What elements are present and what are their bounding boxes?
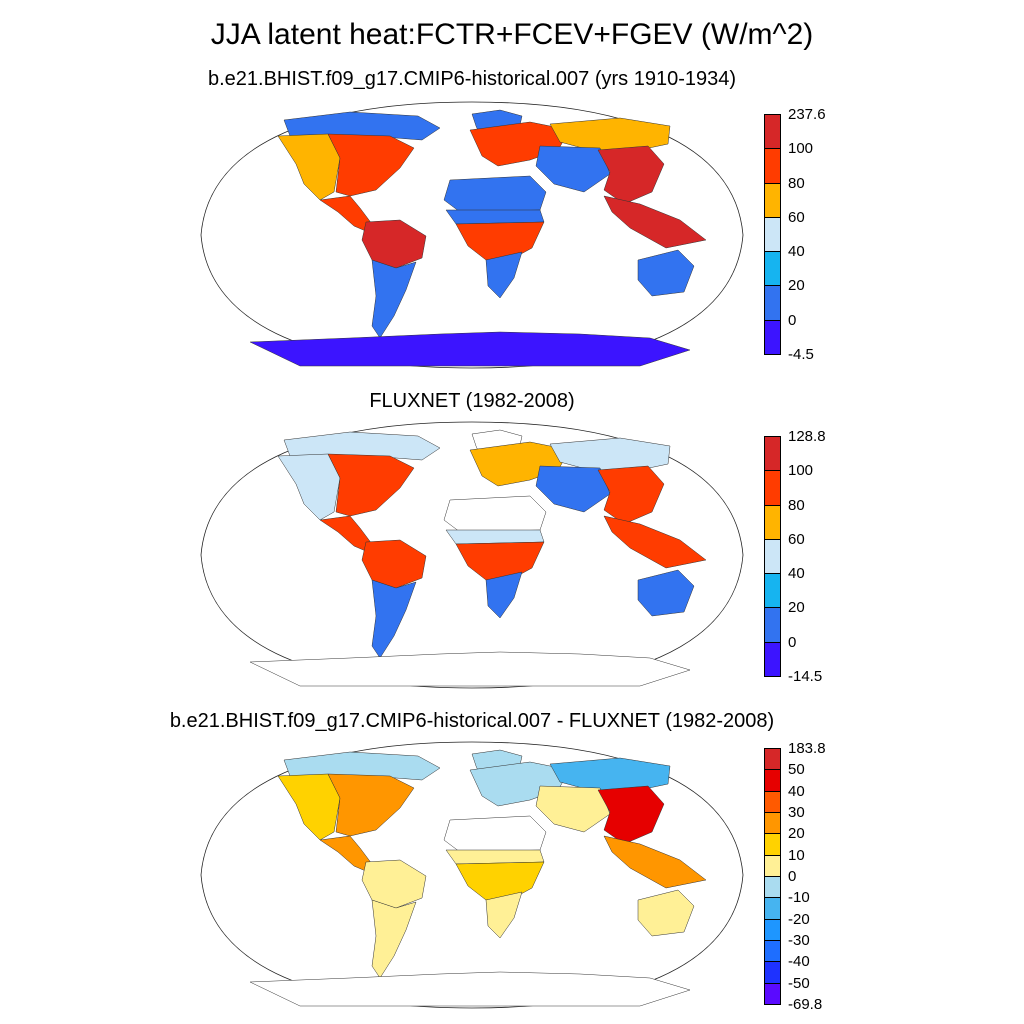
region-sahara [443,815,547,853]
colorbar-label: 40 [788,565,805,583]
region-antarctica [249,331,691,367]
panel-2-map [200,421,744,689]
colorbar-label: 183.8 [788,740,826,757]
colorbar-label: 40 [788,782,805,800]
region-na-east [327,133,415,197]
colorbar-swatch [764,504,781,540]
colorbar-swatch [764,114,781,150]
colorbar-swatch [764,607,781,643]
region-southern-africa [485,571,523,619]
colorbar-label: -50 [788,974,810,992]
colorbar-label: 20 [788,599,805,617]
colorbar-swatch [764,148,781,184]
panel-2-title: FLUXNET (1982-2008) [369,390,575,412]
colorbar-label: 10 [788,846,805,864]
panel-1-map [200,101,744,369]
colorbar-label: 30 [788,804,805,821]
colorbar-label: 20 [788,825,805,843]
region-antarctica [249,651,691,687]
region-sahel [445,209,545,225]
colorbar-swatch [764,918,781,941]
colorbar-label: -10 [788,889,810,907]
colorbar-swatch [764,833,781,856]
colorbar-label: 237.6 [788,106,826,123]
region-sa-south [371,899,417,979]
colorbar-swatch [764,812,781,835]
panel-1-colorbar: 237.6 100 80 60 40 20 0 -4.5 [764,107,844,364]
colorbar-label: 60 [788,530,805,548]
colorbar-label: 80 [788,496,805,514]
region-amazon [361,539,427,589]
colorbar-label: 0 [788,311,797,329]
region-australia [637,889,695,937]
colorbar-label: 128.8 [788,428,826,445]
colorbar-swatch [764,982,781,1005]
region-sahel [445,849,545,865]
colorbar-swatch [764,940,781,963]
colorbar-label: -30 [788,932,810,949]
colorbar-swatch [764,790,781,813]
region-sahel [445,529,545,545]
region-central-asia [535,465,611,513]
region-antarctica [249,971,691,1007]
region-amazon [361,219,427,269]
region-central-asia [535,145,611,193]
colorbar-label: 100 [788,462,814,480]
region-sahara [443,495,547,533]
region-australia [637,249,695,297]
colorbar-swatch [764,216,781,253]
colorbar-label: -14.5 [788,668,823,685]
colorbar-swatch [764,538,781,575]
colorbar-label: 50 [788,761,805,779]
region-southern-africa [485,251,523,299]
region-australia [637,569,695,617]
colorbar-label: 0 [788,633,797,651]
region-southern-africa [485,891,523,939]
region-na-east [327,773,415,837]
colorbar-swatch [764,641,781,677]
panel-3-colorbar: 183.8 50 40 30 20 10 0 -10 -20 -30 -40 -50 -69.8 [764,741,844,1013]
colorbar-label: -69.8 [788,996,823,1013]
colorbar-label: 100 [788,140,814,158]
colorbar-swatch [764,961,781,984]
colorbar-swatch [764,573,781,609]
colorbar-label: 40 [788,243,805,261]
colorbar-label: 80 [788,174,805,192]
colorbar-swatch [764,748,781,771]
colorbar-swatch [764,436,781,472]
region-se-asia [603,835,707,889]
colorbar-label: 20 [788,277,805,295]
colorbar-swatch [764,470,781,506]
colorbar-swatch [764,182,781,218]
region-amazon [361,859,427,909]
colorbar-swatch [764,285,781,321]
colorbar-swatch [764,854,781,877]
panel-2-colorbar: 128.8 100 80 60 40 20 0 -14.5 [764,429,844,686]
region-east-asia [597,785,665,845]
region-central-asia [535,785,611,833]
colorbar-swatch [764,319,781,355]
panel-1-title: b.e21.BHIST.f09_g17.CMIP6-historical.007… [207,68,737,90]
colorbar-swatch [764,769,781,792]
panel-3-title: b.e21.BHIST.f09_g17.CMIP6-historical.007… [169,710,775,732]
region-east-asia [597,145,665,205]
colorbar-label: 60 [788,208,805,226]
region-se-asia [603,195,707,249]
region-east-asia [597,465,665,525]
colorbar-swatch [764,876,781,899]
region-sa-south [371,259,417,339]
panel-3-map [200,741,744,1009]
figure-title: JJA latent heat:FCTR+FCEV+FGEV (W/m^2) [210,18,814,51]
region-sahara [443,175,547,213]
colorbar-label: -20 [788,910,810,928]
colorbar-label: -40 [788,953,810,971]
region-sa-south [371,579,417,659]
region-na-east [327,453,415,517]
colorbar-swatch [764,897,781,920]
colorbar-label: 0 [788,868,797,885]
colorbar-swatch [764,251,781,287]
region-se-asia [603,515,707,569]
colorbar-label: -4.5 [788,346,814,363]
